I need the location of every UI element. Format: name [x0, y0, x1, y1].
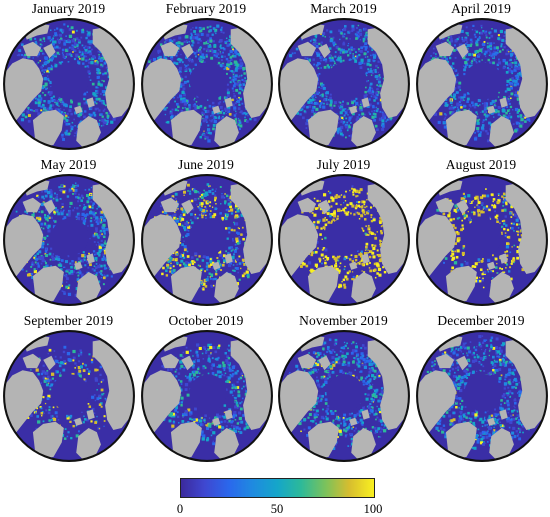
polar-map	[415, 329, 549, 463]
map-panel-title: July 2019	[275, 157, 412, 173]
map-panel: September 2019	[0, 312, 137, 468]
map-panel: February 2019	[138, 0, 275, 156]
map-panel-title: May 2019	[0, 157, 137, 173]
map-panel: June 2019	[138, 156, 275, 312]
polar-map	[2, 17, 136, 151]
polar-map	[415, 17, 549, 151]
map-panel-title: August 2019	[413, 157, 550, 173]
map-panel: May 2019	[0, 156, 137, 312]
polar-map	[2, 173, 136, 307]
map-panel-title: June 2019	[138, 157, 275, 173]
map-panel-title: September 2019	[0, 313, 137, 329]
colorbar-tick-min: 0	[177, 502, 183, 517]
map-panel-title: January 2019	[0, 1, 137, 17]
map-panel: July 2019	[275, 156, 412, 312]
map-panel: October 2019	[138, 312, 275, 468]
map-panel-title: March 2019	[275, 1, 412, 17]
map-panel: April 2019	[413, 0, 550, 156]
map-panel: August 2019	[413, 156, 550, 312]
polar-map	[140, 329, 274, 463]
map-panel-title: February 2019	[138, 1, 275, 17]
polar-map	[415, 173, 549, 307]
polar-map	[140, 17, 274, 151]
colorbar: 0 50 100	[0, 470, 550, 514]
map-panel: January 2019	[0, 0, 137, 156]
polar-map	[277, 17, 411, 151]
colorbar-gradient	[180, 478, 375, 498]
polar-map	[140, 173, 274, 307]
map-panel-title: November 2019	[275, 313, 412, 329]
colorbar-tick-mid: 50	[271, 502, 284, 517]
map-panel: November 2019	[275, 312, 412, 468]
colorbar-tick-max: 100	[364, 502, 383, 517]
polar-map	[277, 173, 411, 307]
polar-map	[277, 329, 411, 463]
map-panel-title: October 2019	[138, 313, 275, 329]
map-panel: December 2019	[413, 312, 550, 468]
polar-map	[2, 329, 136, 463]
map-panel-title: December 2019	[413, 313, 550, 329]
map-panel-title: April 2019	[413, 1, 550, 17]
map-panel: March 2019	[275, 0, 412, 156]
